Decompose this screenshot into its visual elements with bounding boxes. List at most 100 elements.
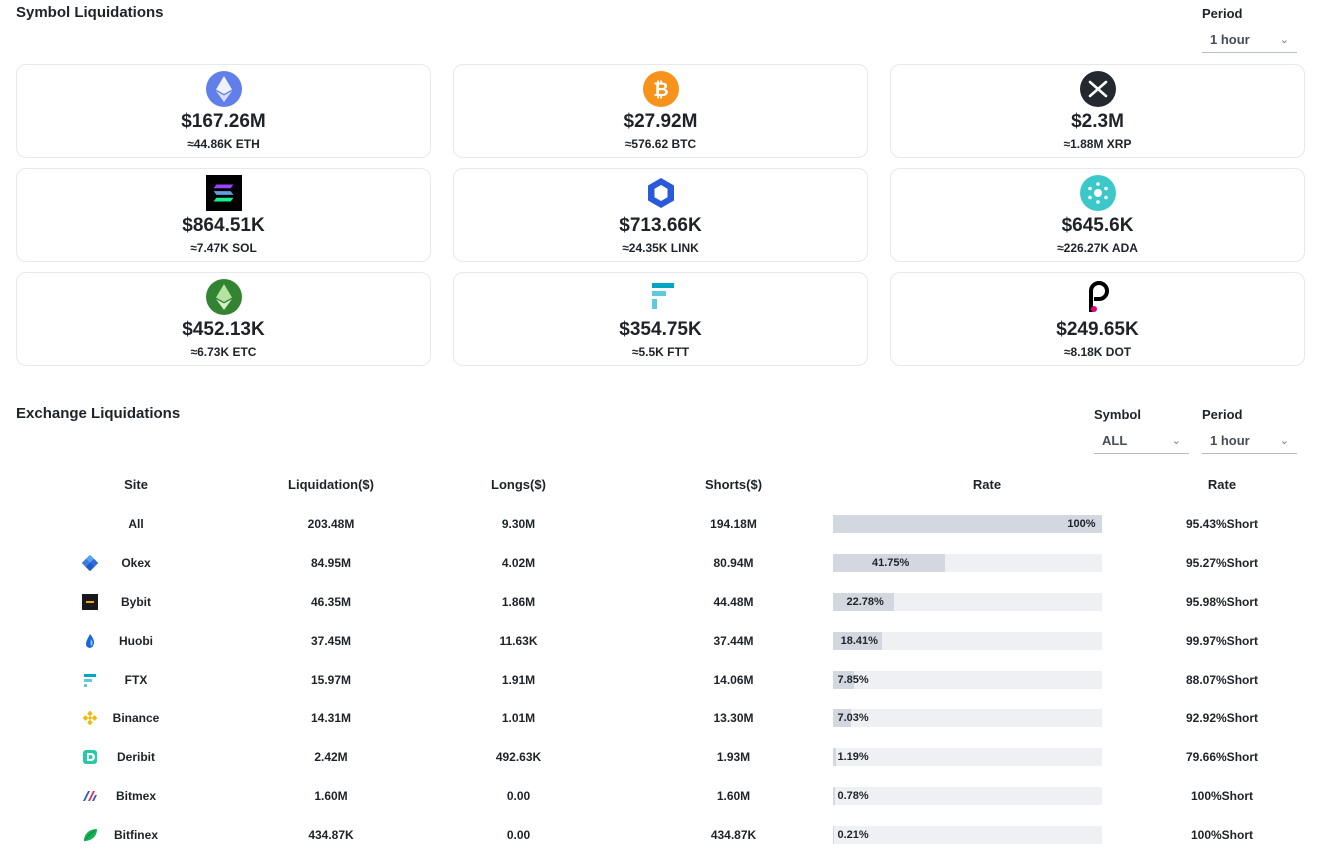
short-rate-cell: 92.92%Short xyxy=(1185,711,1259,726)
liquidation-cell: 46.35M xyxy=(310,594,352,609)
card-coin-amount: ≈576.62 BTC xyxy=(624,137,697,151)
rate-bar: 22.78% xyxy=(832,592,1102,611)
etc-icon xyxy=(205,279,242,315)
symbol-card[interactable]: $354.75K ≈5.5K FTT xyxy=(453,272,868,366)
rate-bar-cell: 1.19% xyxy=(832,738,1138,777)
site-name: All xyxy=(128,517,144,532)
symbol-select-group: Symbol ALL ⌄ xyxy=(1094,407,1189,454)
table-row[interactable]: Binance 14.31M 1.01M 13.30M 7.03% 92.92%Short xyxy=(16,699,1306,738)
liquidation-cell: 37.45M xyxy=(310,633,352,648)
symbol-card[interactable]: ₿ $27.92M ≈576.62 BTC xyxy=(453,64,868,158)
rate-bar-fill xyxy=(832,592,894,611)
table-row[interactable]: Huobi 37.45M 11.63K 37.44M 18.41% 99.97%Short xyxy=(16,621,1306,660)
rate-bar-text: 41.75% xyxy=(871,557,910,570)
rate-bar: 100% xyxy=(832,515,1102,534)
rate-bar-fill xyxy=(832,748,836,767)
table-header-row: Site Liquidation($) Longs($) Shorts($) R… xyxy=(16,463,1306,505)
symbol-liquidations-title: Symbol Liquidations xyxy=(16,4,164,21)
ftt-icon xyxy=(643,279,679,315)
table-row[interactable]: Bitfinex 434.87K 0.00 434.87K 0.21% 100%Short xyxy=(16,815,1306,854)
site-cell: Huobi xyxy=(16,621,256,660)
header-shorts: Shorts($) xyxy=(704,476,763,492)
rate-bar-fill xyxy=(832,786,835,805)
symbol-select[interactable]: ALL ⌄ xyxy=(1094,428,1189,454)
rate-bar-cell: 7.03% xyxy=(832,699,1138,738)
rate-bar-fill xyxy=(832,515,1102,534)
header-rate-bar: Rate xyxy=(972,476,1002,492)
site-name: FTX xyxy=(124,672,148,687)
site-name: Huobi xyxy=(119,633,153,648)
deribit-icon xyxy=(82,749,98,765)
exchange-period-select[interactable]: 1 hour ⌄ xyxy=(1202,428,1297,454)
liquidation-cell: 2.42M xyxy=(314,750,348,765)
card-usd-value: $249.65K xyxy=(1056,319,1139,340)
card-usd-value: $452.13K xyxy=(182,319,265,340)
chevron-down-icon: ⌄ xyxy=(1279,34,1289,46)
eth-icon xyxy=(205,71,242,107)
liquidation-cell: 1.60M xyxy=(314,788,348,803)
rate-bar: 1.19% xyxy=(832,748,1102,767)
rate-bar-cell: 100% xyxy=(832,505,1138,544)
site-cell: All xyxy=(16,505,256,544)
table-row[interactable]: FTX 15.97M 1.91M 14.06M 7.85% 88.07%Short xyxy=(16,660,1306,699)
rate-bar-cell: 18.41% xyxy=(832,621,1138,660)
table-row[interactable]: Bitmex 1.60M 0.00 1.60M 0.78% 100%Short xyxy=(16,777,1306,816)
shorts-cell: 14.06M xyxy=(713,672,754,687)
ftx-icon xyxy=(82,672,98,688)
shorts-cell: 37.44M xyxy=(713,633,754,648)
short-rate-cell: 100%Short xyxy=(1190,788,1254,803)
svg-text:₿: ₿ xyxy=(653,79,668,101)
period-value: 1 hour xyxy=(1210,433,1250,448)
symbol-period-select[interactable]: 1 hour ⌄ xyxy=(1202,27,1297,53)
header-liquidation: Liquidation($) xyxy=(288,476,374,492)
btc-icon: ₿ xyxy=(642,71,679,107)
rate-bar: 0.78% xyxy=(832,786,1102,805)
rate-bar-fill xyxy=(832,670,854,689)
card-coin-amount: ≈24.35K LINK xyxy=(622,241,699,255)
shorts-cell: 13.30M xyxy=(713,711,754,726)
short-rate-cell: 100%Short xyxy=(1190,827,1254,842)
table-row[interactable]: Deribit 2.42M 492.63K 1.93M 1.19% 79.66%Short xyxy=(16,738,1306,777)
table-row[interactable]: Bybit 46.35M 1.86M 44.48M 22.78% 95.98%Short xyxy=(16,583,1306,622)
site-cell: Binance xyxy=(16,699,256,738)
longs-cell: 1.01M xyxy=(501,711,536,726)
rate-bar-cell: 0.21% xyxy=(832,815,1138,854)
rate-bar-text: 7.03% xyxy=(837,712,869,725)
bitmex-icon xyxy=(82,788,98,804)
rate-bar: 0.21% xyxy=(832,825,1102,844)
longs-cell: 0.00 xyxy=(506,788,531,803)
rate-bar-cell: 22.78% xyxy=(832,583,1138,622)
symbol-card[interactable]: $864.51K ≈7.47K SOL xyxy=(16,168,431,262)
shorts-cell: 1.60M xyxy=(716,788,751,803)
short-rate-cell: 95.98%Short xyxy=(1185,594,1259,609)
liquidation-cell: 434.87K xyxy=(308,827,354,842)
symbol-card[interactable]: $2.3M ≈1.88M XRP xyxy=(890,64,1305,158)
site-name: Deribit xyxy=(116,750,155,765)
period-label: Period xyxy=(1202,6,1243,21)
xrp-icon xyxy=(1079,71,1116,107)
card-coin-amount: ≈6.73K ETC xyxy=(190,345,257,359)
shorts-cell: 44.48M xyxy=(713,594,754,609)
card-usd-value: $2.3M xyxy=(1071,111,1124,132)
rate-bar-text: 0.78% xyxy=(837,789,869,802)
card-usd-value: $864.51K xyxy=(182,215,265,236)
symbol-card[interactable]: $645.6K ≈226.27K ADA xyxy=(890,168,1305,262)
liquidation-cell: 203.48M xyxy=(307,517,355,532)
rate-bar: 7.03% xyxy=(832,709,1102,728)
card-coin-amount: ≈7.47K SOL xyxy=(190,241,257,255)
site-name: Bitfinex xyxy=(113,827,158,842)
chevron-down-icon: ⌄ xyxy=(1171,435,1181,447)
card-usd-value: $354.75K xyxy=(619,319,702,340)
rate-bar-fill xyxy=(832,631,883,650)
short-rate-cell: 95.43%Short xyxy=(1185,517,1259,532)
symbol-card[interactable]: $713.66K ≈24.35K LINK xyxy=(453,168,868,262)
site-cell: Bitfinex xyxy=(16,815,256,854)
table-row[interactable]: Okex 84.95M 4.02M 80.94M 41.75% 95.27%Short xyxy=(16,544,1306,583)
symbol-card[interactable]: $167.26M ≈44.86K ETH xyxy=(16,64,431,158)
rate-bar: 18.41% xyxy=(832,631,1102,650)
symbol-card[interactable]: $452.13K ≈6.73K ETC xyxy=(16,272,431,366)
table-row[interactable]: All 203.48M 9.30M 194.18M 100% 95.43%Short xyxy=(16,505,1306,544)
longs-cell: 1.91M xyxy=(501,672,536,687)
symbol-card[interactable]: $249.65K ≈8.18K DOT xyxy=(890,272,1305,366)
symbol-value: ALL xyxy=(1102,433,1128,448)
